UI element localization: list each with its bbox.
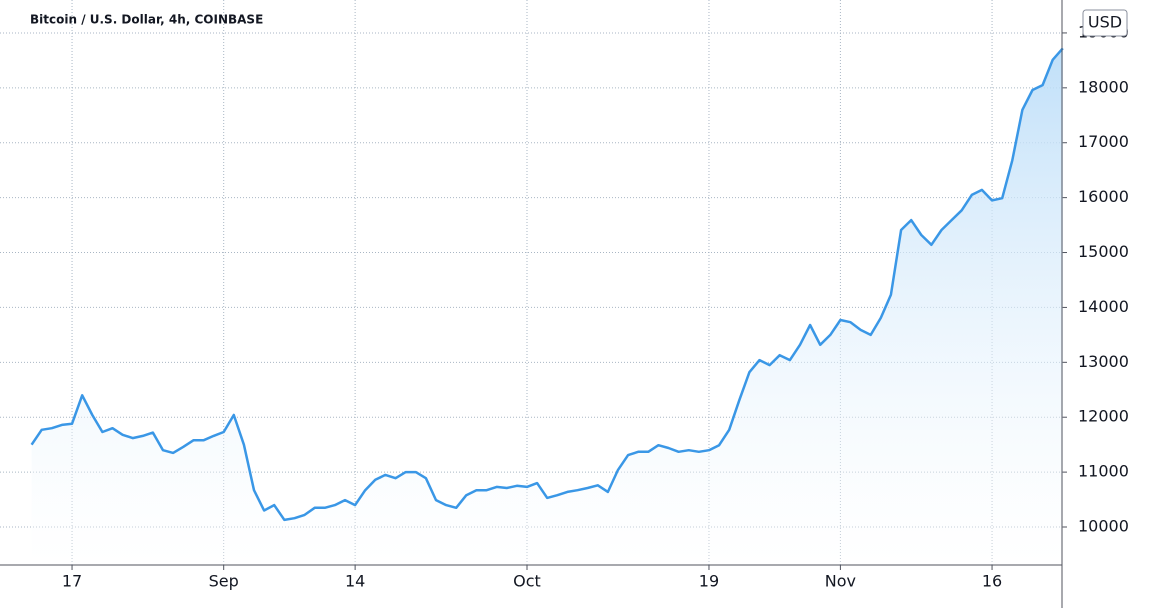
y-tick-label: 12000 <box>1078 407 1129 426</box>
x-tick-label: 16 <box>982 572 1002 591</box>
y-tick-label: 16000 <box>1078 187 1129 206</box>
y-tick-label: 15000 <box>1078 242 1129 261</box>
price-area <box>31 48 1063 566</box>
x-tick-label: Sep <box>209 572 239 591</box>
y-tick-label: 18000 <box>1078 77 1129 96</box>
y-tick-label: 10000 <box>1078 517 1129 536</box>
x-tick-label: 19 <box>699 572 719 591</box>
y-tick-label: 11000 <box>1078 462 1129 481</box>
x-tick-label: 17 <box>62 572 82 591</box>
x-tick-label: Nov <box>825 572 856 591</box>
y-tick-label: 14000 <box>1078 297 1129 316</box>
y-tick-label: 13000 <box>1078 352 1129 371</box>
currency-label[interactable]: USD <box>1088 13 1122 32</box>
chart-title: Bitcoin / U.S. Dollar, 4h, COINBASE <box>30 13 263 27</box>
y-tick-label: 17000 <box>1078 132 1129 151</box>
x-tick-label: Oct <box>513 572 541 591</box>
price-line <box>30 47 1064 522</box>
x-tick-label: 14 <box>345 572 365 591</box>
currency-badge[interactable] <box>1082 9 1128 37</box>
